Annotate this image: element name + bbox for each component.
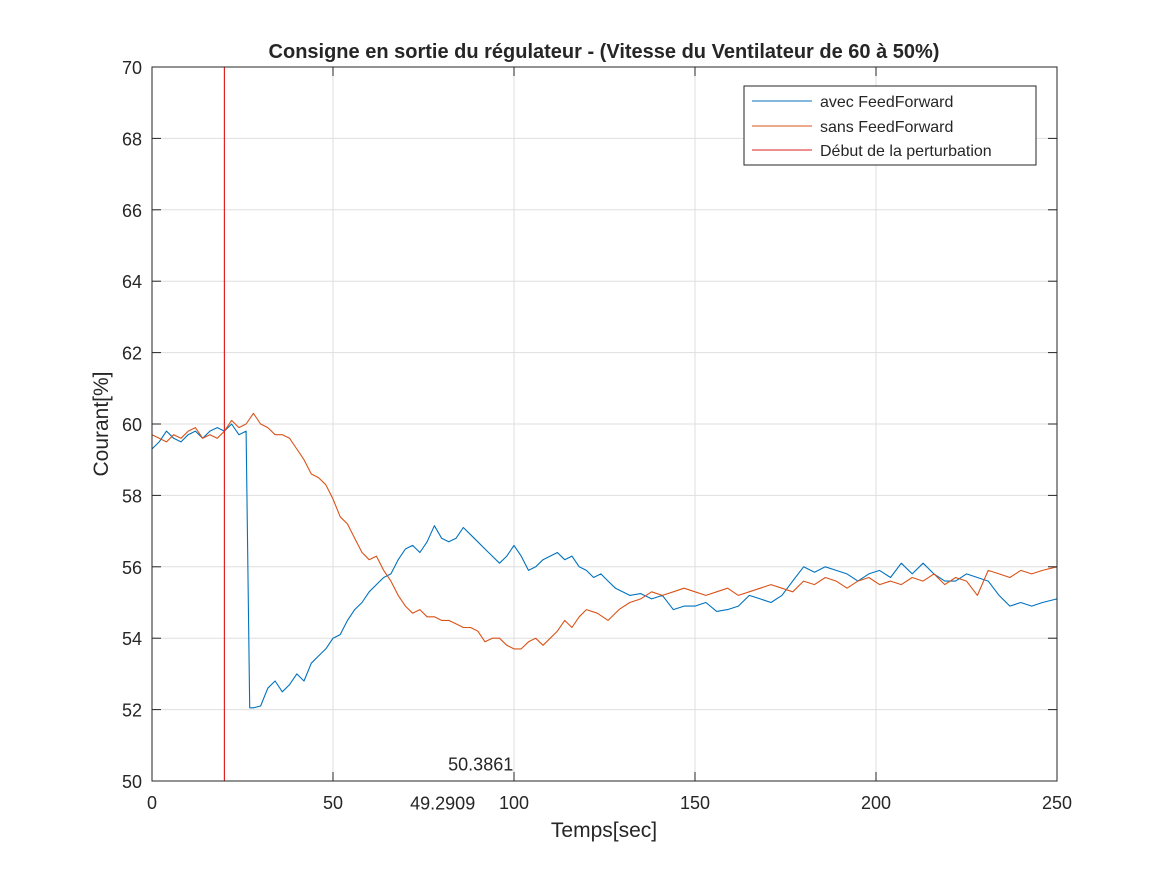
legend: avec FeedForward sans FeedForward Début … [743,85,1037,166]
annotation-layer: 50.3861 49.2909 [410,754,513,813]
legend-label-avec-feedforward: avec FeedForward [820,94,953,111]
x-axis-ticks: 0 50 100 150 200 250 [147,67,1072,813]
y-tick-label: 62 [122,344,142,364]
legend-label-sans-feedforward: sans FeedForward [820,119,953,136]
x-tick-label: 200 [861,793,891,813]
series-layer [151,67,1058,781]
y-axis-label: Courant[%] [90,371,113,476]
x-axis-label: Temps[sec] [551,819,657,842]
annotation-label: 49.2909 [410,794,475,814]
y-tick-label: 66 [122,201,142,221]
y-tick-label: 64 [122,272,142,292]
y-tick-label: 52 [122,701,142,721]
y-tick-label: 68 [122,129,142,149]
series-line-avec-feedforward [151,423,1058,709]
x-tick-label: 150 [680,793,710,813]
legend-label-debut-perturbation: Début de la perturbation [820,143,992,160]
grid-lines [151,66,1058,782]
x-tick-label: 50 [323,793,343,813]
x-tick-label: 0 [147,793,157,813]
y-axis-ticks: 50 52 54 56 58 60 62 64 66 68 70 [122,58,1057,792]
annotation-label: 50.3861 [448,754,513,774]
y-tick-label: 50 [122,772,142,792]
y-tick-label: 70 [122,58,142,78]
chart-title: Consigne en sortie du régulateur - (Vite… [269,41,940,63]
y-tick-label: 60 [122,415,142,435]
y-tick-label: 56 [122,558,142,578]
series-line-sans-feedforward [151,412,1058,650]
x-tick-label: 100 [499,793,529,813]
y-tick-label: 58 [122,486,142,506]
y-tick-label: 54 [122,629,142,649]
x-tick-label: 250 [1042,793,1072,813]
